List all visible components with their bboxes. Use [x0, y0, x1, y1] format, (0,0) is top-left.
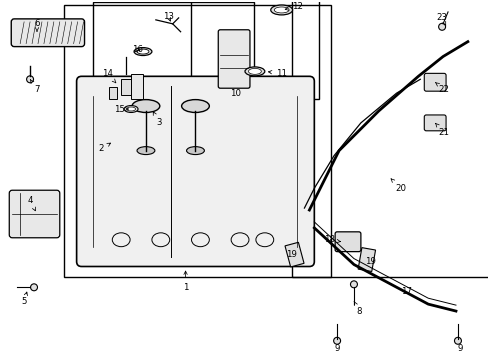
Text: 2: 2	[98, 143, 111, 153]
Text: 17: 17	[401, 287, 412, 296]
Text: 8: 8	[354, 301, 362, 316]
FancyBboxPatch shape	[424, 115, 446, 131]
Ellipse shape	[271, 5, 293, 15]
Ellipse shape	[30, 284, 38, 291]
Bar	[131, 75, 143, 99]
FancyBboxPatch shape	[424, 73, 446, 91]
Bar	[121, 79, 131, 95]
FancyBboxPatch shape	[218, 30, 250, 88]
Text: 19: 19	[286, 250, 297, 259]
Text: 21: 21	[436, 123, 450, 137]
Ellipse shape	[455, 337, 462, 344]
Text: 9: 9	[457, 344, 463, 353]
Ellipse shape	[248, 68, 261, 75]
Ellipse shape	[334, 337, 341, 344]
Ellipse shape	[134, 48, 152, 55]
Ellipse shape	[439, 23, 445, 30]
Text: 16: 16	[131, 45, 143, 54]
Text: 13: 13	[163, 12, 174, 21]
Text: 4: 4	[27, 195, 35, 211]
Text: 12: 12	[285, 3, 303, 12]
Ellipse shape	[132, 100, 160, 112]
FancyBboxPatch shape	[9, 190, 60, 238]
Bar	[94, 2, 254, 111]
Bar	[64, 5, 331, 278]
Ellipse shape	[245, 67, 265, 76]
Bar	[191, 0, 319, 99]
Ellipse shape	[274, 7, 289, 13]
Text: 22: 22	[436, 83, 450, 94]
Text: 20: 20	[391, 179, 406, 193]
Text: 10: 10	[230, 89, 241, 98]
Text: 23: 23	[437, 13, 447, 25]
Bar	[292, 0, 490, 278]
Text: 15: 15	[114, 104, 128, 113]
Text: 18: 18	[324, 235, 341, 244]
Ellipse shape	[187, 147, 204, 154]
Text: 5: 5	[22, 292, 27, 306]
Bar	[109, 87, 117, 99]
Text: 7: 7	[30, 80, 40, 94]
FancyBboxPatch shape	[76, 76, 314, 266]
Ellipse shape	[350, 281, 357, 288]
Ellipse shape	[26, 76, 33, 83]
Text: 14: 14	[102, 69, 116, 83]
Text: 9: 9	[335, 344, 340, 353]
FancyBboxPatch shape	[11, 19, 85, 46]
Ellipse shape	[137, 49, 149, 54]
Text: 6: 6	[34, 19, 40, 31]
Ellipse shape	[124, 105, 138, 112]
Polygon shape	[358, 248, 375, 271]
Text: 3: 3	[153, 112, 162, 127]
Ellipse shape	[126, 107, 136, 111]
Text: 1: 1	[183, 271, 188, 292]
FancyBboxPatch shape	[335, 232, 361, 252]
Text: 19: 19	[366, 257, 376, 266]
Text: 11: 11	[269, 69, 287, 78]
Ellipse shape	[182, 100, 209, 112]
Ellipse shape	[137, 147, 155, 154]
Polygon shape	[285, 242, 304, 267]
